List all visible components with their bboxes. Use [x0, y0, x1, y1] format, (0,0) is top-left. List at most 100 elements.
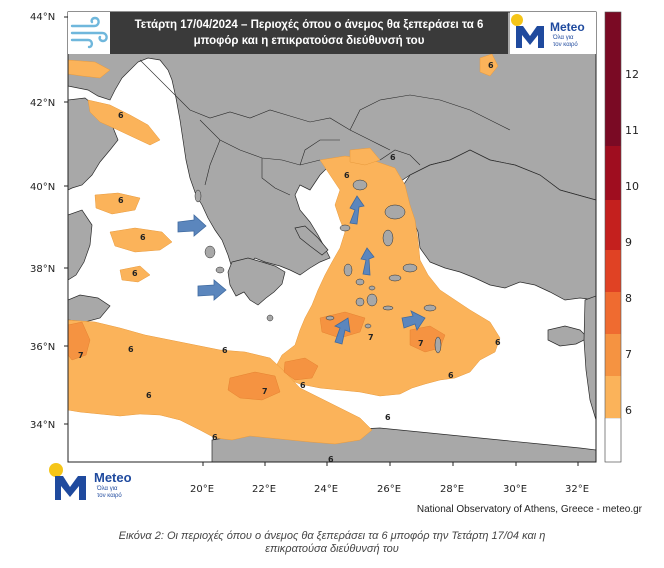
figure-caption-line-1: Εικόνα 2: Οι περιοχές όπου ο άνεμος θα ξ…	[118, 530, 546, 542]
landmass-cyprus	[547, 325, 589, 347]
island-amorgos	[382, 305, 394, 311]
island-paros	[355, 297, 365, 307]
colorbar-label: 12	[625, 68, 639, 81]
lon-tick-label: 20°E	[190, 484, 214, 495]
island-lesvos	[384, 204, 406, 220]
colorbar-label: 7	[625, 348, 632, 361]
logo-sun-icon	[49, 463, 63, 477]
lon-tick-label: 22°E	[252, 484, 276, 495]
contour-label: 6	[146, 391, 152, 400]
meteo-logo-bottom[interactable]: Meteo Όλα για τον καιρό	[48, 462, 144, 504]
contour-labels: 6 6 6 6 6 6 6 6 6 6 6 6 6 6 6 6 7 7 7 7	[78, 61, 501, 464]
logo-wordmark: Meteo	[94, 470, 132, 485]
latitude-ticks	[64, 16, 68, 425]
contour-label: 6	[132, 269, 138, 278]
country-borders	[139, 59, 511, 196]
wind-arrow-cyclades	[334, 317, 351, 345]
figure-caption-line-2: επικρατούσα διεύθυνσή του	[265, 543, 399, 555]
island-kos	[423, 304, 437, 312]
island-mykonos	[368, 285, 376, 291]
island-kythera	[266, 314, 274, 322]
colorbar-segment-8-9	[605, 292, 621, 334]
island-kefalonia	[204, 245, 216, 259]
logo-m-icon	[516, 26, 544, 48]
contour-label: 6	[488, 61, 494, 70]
lat-tick-label: 42°N	[30, 98, 55, 109]
contour-label: 6	[300, 381, 306, 390]
colorbar-segment-below-6	[604, 417, 622, 463]
lat-tick-label: 34°N	[30, 420, 55, 431]
wind-arrow-ionian-north	[177, 214, 207, 237]
island-karpathos	[434, 336, 442, 354]
wind-area-7-south-crete	[227, 371, 281, 401]
wind-area-7-kasos	[283, 357, 319, 381]
lat-tick-label: 44°N	[30, 12, 55, 23]
colorbar-label: 10	[625, 180, 639, 193]
contour-label: 7	[78, 351, 84, 360]
contour-label: 6	[118, 111, 124, 120]
landmass-peloponnese	[227, 257, 286, 306]
contour-label: 6	[140, 233, 146, 242]
island-corfu	[194, 189, 202, 203]
colorbar-label: 11	[625, 124, 639, 137]
logo-tagline-1: Όλα για	[97, 486, 118, 492]
contour-label: 7	[262, 387, 268, 396]
island-milos	[325, 315, 335, 321]
wind-arrow-north-aegean	[349, 195, 365, 225]
island-chios	[382, 229, 394, 247]
contour-label: 6	[128, 345, 134, 354]
logo-m-icon	[55, 476, 86, 500]
contour-label: 6	[212, 433, 218, 442]
contour-label: 6	[328, 455, 334, 464]
wind-icon	[68, 12, 110, 54]
island-tinos	[355, 278, 365, 286]
island-zakynthos	[215, 266, 225, 274]
landmass-euboea	[294, 225, 329, 256]
wind-area-ionian-1	[94, 192, 141, 215]
lon-tick-label: 24°E	[314, 484, 338, 495]
wind-arrow-dodecanese	[401, 310, 426, 331]
colorbar-frame	[604, 11, 622, 463]
wind-area-thasos	[349, 147, 381, 166]
longitude-ticks	[202, 462, 579, 466]
contour-label: 6	[495, 338, 501, 347]
lon-tick-label: 30°E	[503, 484, 527, 495]
island-ikaria	[388, 274, 402, 282]
colorbar-label: 8	[625, 292, 632, 305]
colorbar-segment-9-10	[605, 250, 621, 292]
wind-area-ionian-2	[109, 227, 173, 253]
lat-tick-label: 38°N	[30, 264, 55, 275]
colorbar-segment-6-7	[605, 376, 621, 418]
wind-area-ionian-3	[119, 265, 151, 283]
landmass-levant	[583, 295, 596, 421]
logo-wordmark: Meteo	[550, 20, 585, 34]
lon-tick-label: 26°E	[377, 484, 401, 495]
wind-arrow-central-aegean	[360, 247, 375, 276]
lat-tick-label: 36°N	[30, 342, 55, 353]
wind-area-adriatic-1	[87, 99, 161, 146]
contour-label: 6	[448, 371, 454, 380]
colorbar-label: 9	[625, 236, 632, 249]
contour-label: 6	[344, 171, 350, 180]
map-title-line-1: Τετάρτη 17/04/2024 – Περιοχές όπου ο άνε…	[134, 19, 484, 31]
island-santorini	[364, 323, 372, 329]
meteo-logo-top[interactable]: Meteo Όλα για τον καιρό	[510, 12, 596, 54]
figure-caption: Εικόνα 2: Οι περιοχές όπου ο άνεμος θα ξ…	[0, 530, 664, 556]
lon-tick-label: 32°E	[565, 484, 589, 495]
colorbar-segment-7-8	[605, 334, 621, 376]
logo-sun-icon	[511, 14, 523, 26]
wind-area-ionian-south	[68, 319, 373, 445]
island-naxos	[366, 293, 378, 307]
island-samos	[402, 263, 418, 273]
island-lemnos	[352, 179, 368, 191]
contour-label: 6	[222, 346, 228, 355]
lat-tick-label: 40°N	[30, 182, 55, 193]
logo-tagline-1: Όλα για	[553, 35, 574, 41]
colorbar-segment-11-12	[605, 146, 621, 200]
lon-tick-label: 28°E	[440, 484, 464, 495]
map-title: Τετάρτη 17/04/2024 – Περιοχές όπου ο άνε…	[110, 12, 508, 54]
colorbar-segment-10-11	[605, 200, 621, 250]
colorbar-segment-above-12	[605, 12, 621, 146]
wind-area-7-sicily-channel	[68, 321, 91, 361]
